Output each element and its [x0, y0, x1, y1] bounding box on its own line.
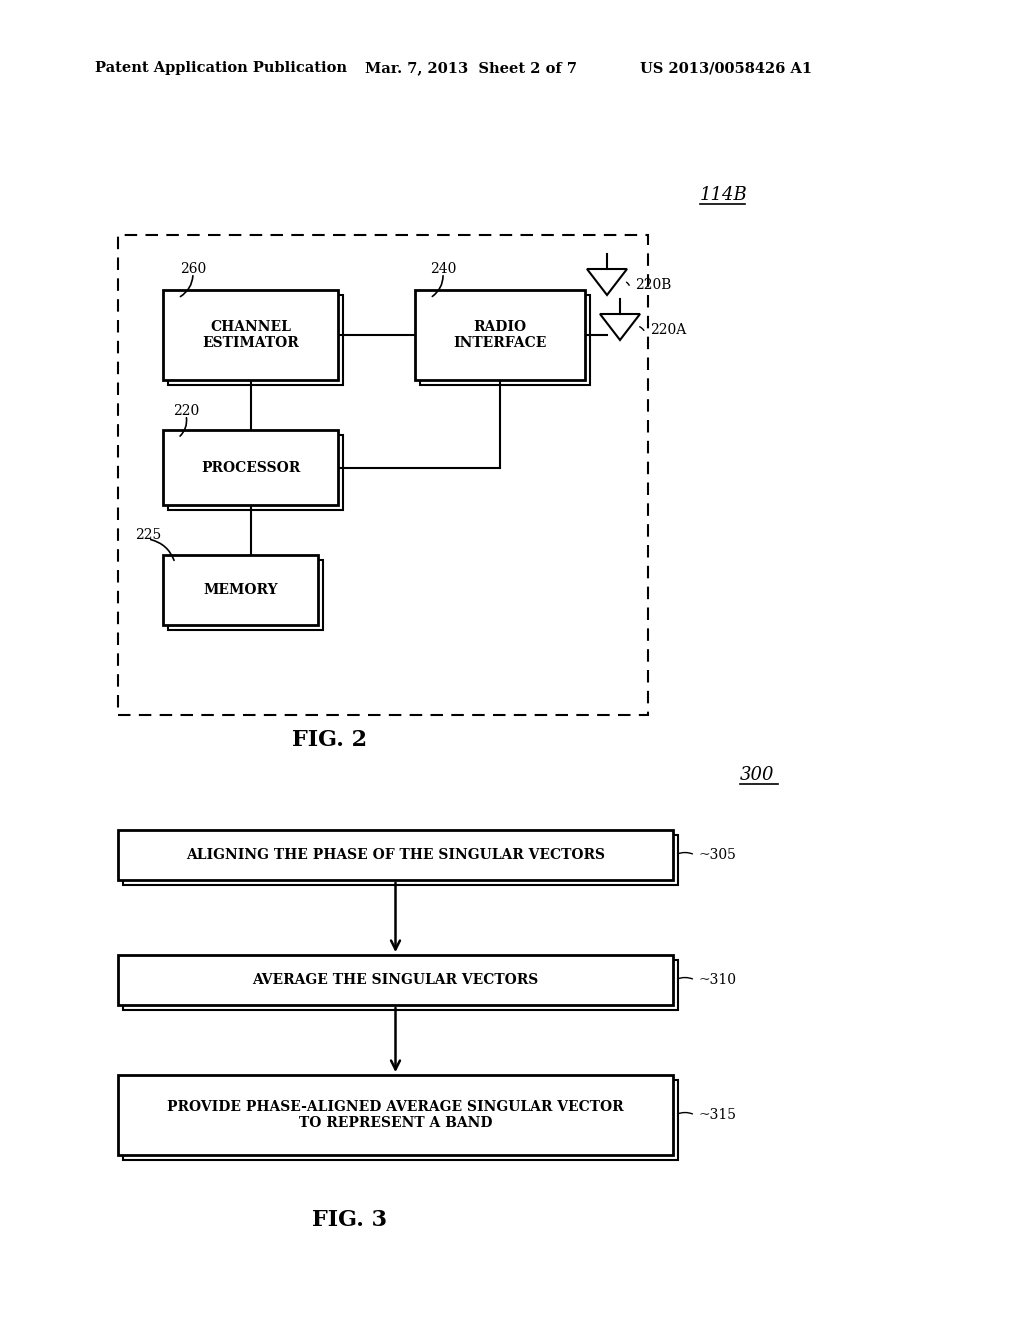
- Text: 240: 240: [430, 261, 457, 276]
- Bar: [123, 960, 678, 1010]
- Text: CHANNEL
ESTIMATOR: CHANNEL ESTIMATOR: [202, 319, 299, 350]
- Text: 300: 300: [740, 766, 774, 784]
- Polygon shape: [600, 314, 640, 341]
- Bar: [163, 290, 338, 380]
- Text: AVERAGE THE SINGULAR VECTORS: AVERAGE THE SINGULAR VECTORS: [252, 973, 539, 987]
- Text: ALIGNING THE PHASE OF THE SINGULAR VECTORS: ALIGNING THE PHASE OF THE SINGULAR VECTO…: [186, 847, 605, 862]
- Bar: [168, 436, 343, 510]
- Text: FIG. 2: FIG. 2: [293, 729, 368, 751]
- Text: PROCESSOR: PROCESSOR: [201, 461, 300, 474]
- Bar: [420, 294, 590, 385]
- Bar: [168, 294, 343, 385]
- Bar: [163, 430, 338, 506]
- Bar: [168, 560, 323, 630]
- Text: ~315: ~315: [698, 1107, 736, 1122]
- Bar: [163, 554, 318, 624]
- Text: 220B: 220B: [635, 279, 672, 292]
- Bar: [123, 1080, 678, 1160]
- Text: ~305: ~305: [698, 847, 736, 862]
- Bar: [118, 235, 648, 715]
- Text: ~310: ~310: [698, 973, 736, 987]
- Text: MEMORY: MEMORY: [203, 583, 278, 597]
- Text: 114B: 114B: [700, 186, 748, 205]
- Bar: [415, 290, 585, 380]
- Text: Patent Application Publication: Patent Application Publication: [95, 61, 347, 75]
- Bar: [118, 954, 673, 1005]
- Text: 220: 220: [173, 404, 200, 418]
- Bar: [123, 836, 678, 884]
- Text: Mar. 7, 2013  Sheet 2 of 7: Mar. 7, 2013 Sheet 2 of 7: [365, 61, 577, 75]
- Text: FIG. 3: FIG. 3: [312, 1209, 387, 1232]
- Bar: [118, 1074, 673, 1155]
- Text: 220A: 220A: [650, 323, 686, 337]
- Text: US 2013/0058426 A1: US 2013/0058426 A1: [640, 61, 812, 75]
- Text: RADIO
INTERFACE: RADIO INTERFACE: [454, 319, 547, 350]
- Text: 260: 260: [180, 261, 206, 276]
- Bar: [118, 830, 673, 880]
- Text: 225: 225: [135, 528, 161, 543]
- Text: PROVIDE PHASE-ALIGNED AVERAGE SINGULAR VECTOR
TO REPRESENT A BAND: PROVIDE PHASE-ALIGNED AVERAGE SINGULAR V…: [167, 1100, 624, 1130]
- Polygon shape: [587, 269, 627, 294]
